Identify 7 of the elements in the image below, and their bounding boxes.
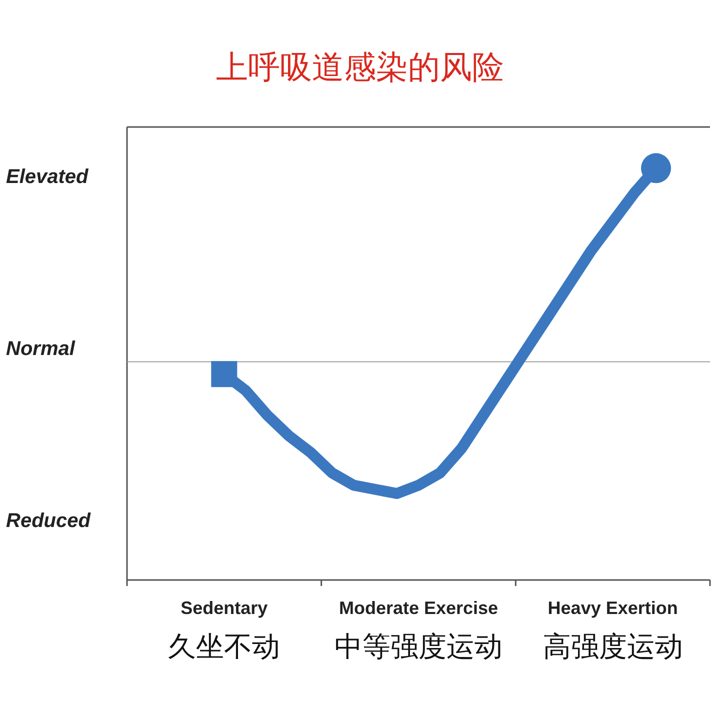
text: Reduced <box>6 510 92 532</box>
x-tick-label: Heavy Exertion 高强度运动 <box>542 598 683 662</box>
x-tick-label: Moderate Exercise 中等强度运动 <box>334 598 502 662</box>
text: Normal <box>6 338 76 360</box>
text: Elevated <box>6 166 90 188</box>
x-tick-label: Sedentary 久坐不动 <box>168 598 280 662</box>
chart-title: 上呼吸道感染的风险 <box>216 49 504 85</box>
